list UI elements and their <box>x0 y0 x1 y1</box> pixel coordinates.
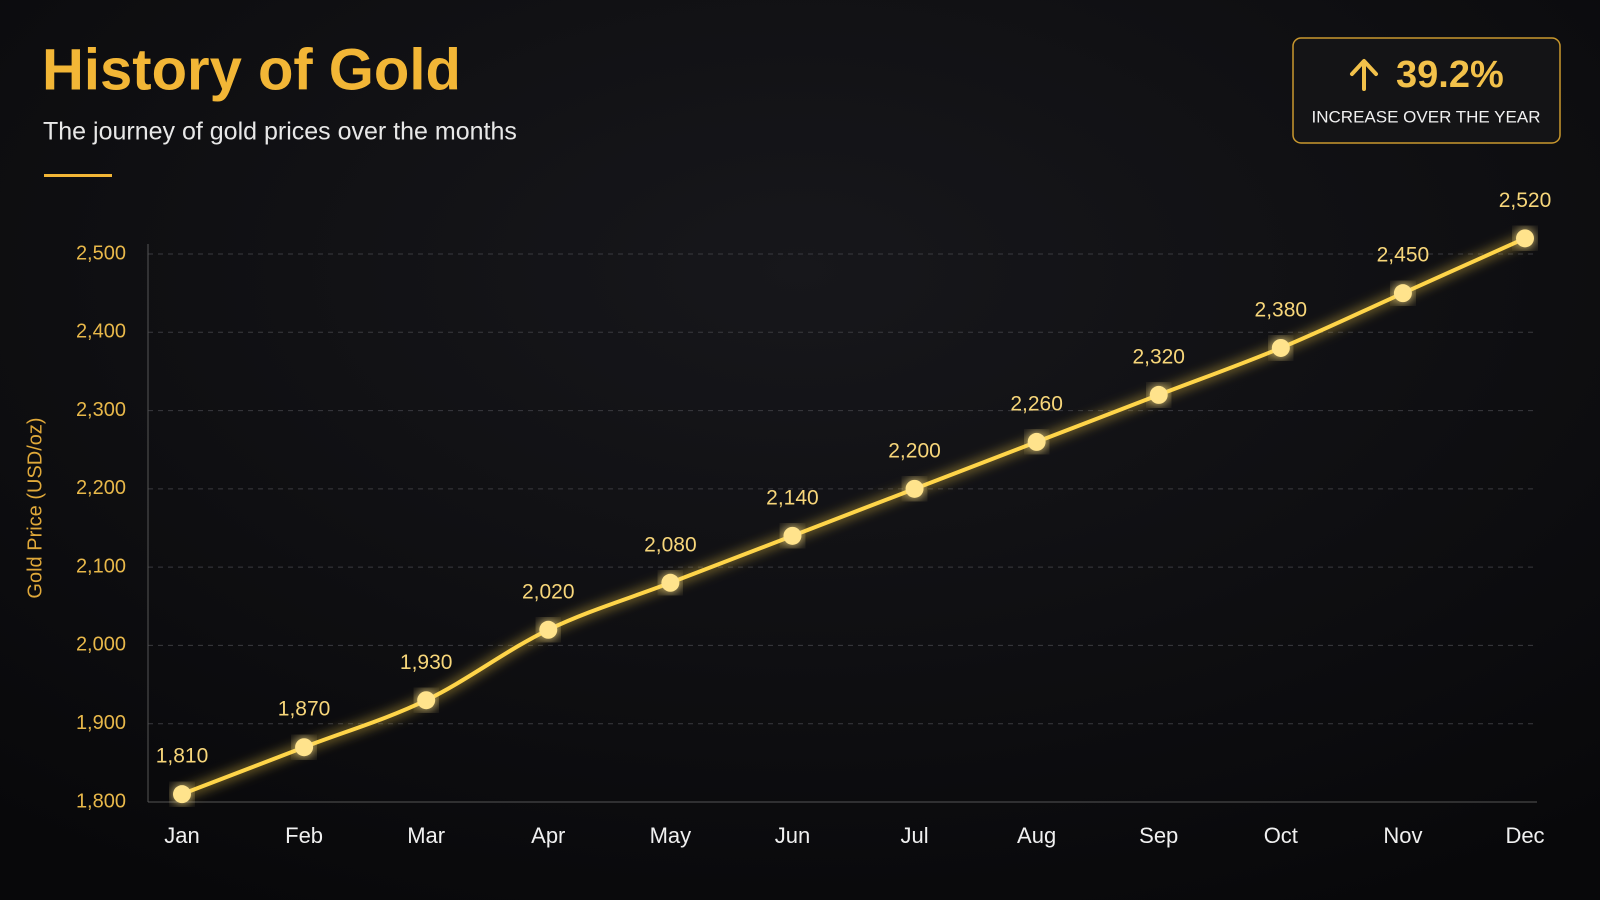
series-line <box>181 236 1526 797</box>
data-point <box>1393 284 1412 303</box>
y-tick-label: 2,200 <box>76 477 126 499</box>
data-label: 1,810 <box>156 745 209 768</box>
data-point <box>295 738 314 757</box>
data-point <box>905 479 924 498</box>
x-tick-label: Apr <box>531 823 565 848</box>
data-point <box>783 526 802 545</box>
data-label: 2,320 <box>1132 345 1185 368</box>
y-tick-label: 2,100 <box>76 555 126 577</box>
chart-title: History of Gold <box>42 37 461 102</box>
data-point <box>1149 385 1168 404</box>
y-tick-label: 2,300 <box>76 399 126 421</box>
data-label: 2,020 <box>522 580 575 603</box>
data-label: 2,520 <box>1499 189 1552 212</box>
x-tick-label: Jul <box>900 823 928 848</box>
y-tick-label: 1,800 <box>76 790 126 812</box>
data-point <box>1516 229 1534 248</box>
x-tick-label: Jun <box>775 823 810 848</box>
up-arrow-icon <box>1350 59 1378 91</box>
y-tick-label: 2,000 <box>76 634 126 656</box>
title-underline <box>44 174 112 177</box>
x-tick-label: Oct <box>1264 823 1298 848</box>
chart-subtitle: The journey of gold prices over the mont… <box>43 118 517 146</box>
x-tick-label: Mar <box>407 823 445 848</box>
y-axis-label: Gold Price (USD/oz) <box>24 417 46 598</box>
data-point <box>417 691 436 710</box>
data-label: 1,930 <box>400 651 453 674</box>
x-tick-label: Feb <box>285 823 323 848</box>
x-tick-label: Nov <box>1383 823 1422 848</box>
y-tick-label: 1,900 <box>76 712 126 734</box>
x-tick-label: Aug <box>1017 823 1056 848</box>
y-tick-label: 2,400 <box>76 321 126 343</box>
data-point <box>1271 338 1290 357</box>
data-label: 2,140 <box>766 486 819 509</box>
x-tick-label: Sep <box>1139 823 1178 848</box>
x-tick-label: Dec <box>1505 823 1544 848</box>
data-point <box>539 620 558 639</box>
data-label: 2,080 <box>644 533 697 556</box>
data-label: 2,260 <box>1010 392 1063 415</box>
data-label: 2,380 <box>1255 298 1308 321</box>
data-label: 1,870 <box>278 698 331 721</box>
data-point <box>173 785 191 804</box>
data-label: 2,450 <box>1377 244 1430 267</box>
data-point <box>1027 432 1046 451</box>
badge-label: INCREASE OVER THE YEAR <box>1312 107 1541 126</box>
data-point <box>661 573 680 592</box>
x-tick-label: May <box>650 823 692 848</box>
data-label: 2,200 <box>888 439 941 462</box>
y-tick-label: 2,500 <box>76 242 126 264</box>
badge-value: 39.2% <box>1396 54 1504 96</box>
x-tick-label: Jan <box>164 823 199 848</box>
